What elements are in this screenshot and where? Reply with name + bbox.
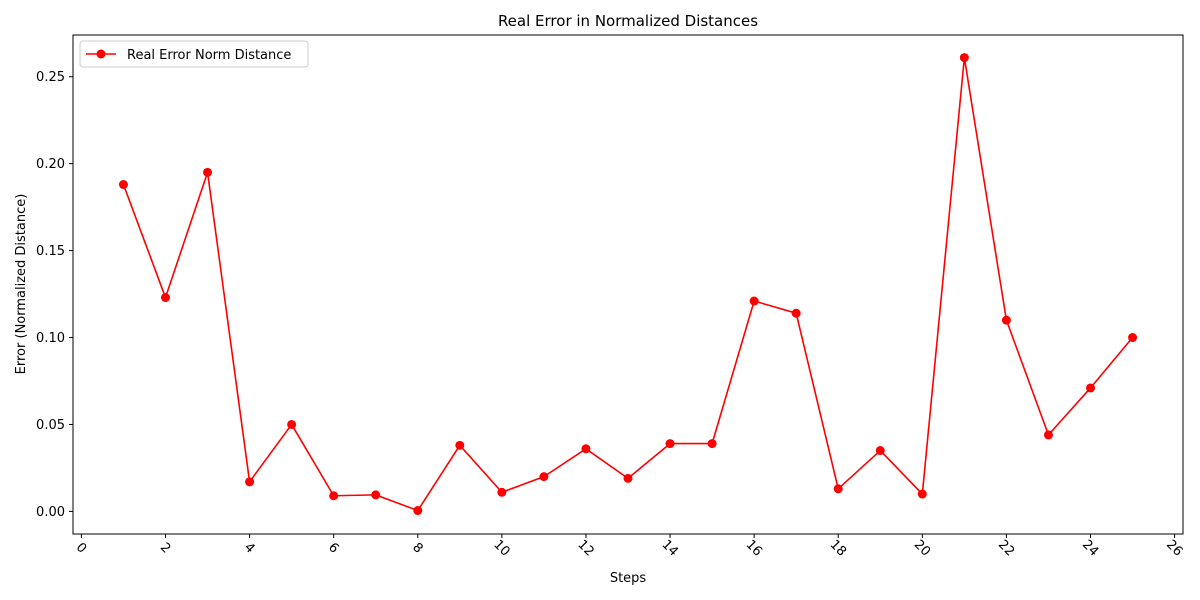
- x-tick-label: 2: [157, 540, 173, 556]
- data-point: [917, 489, 927, 499]
- data-point: [287, 419, 297, 429]
- data-point: [1128, 333, 1138, 343]
- y-tick-label: 0.00: [36, 505, 65, 520]
- x-tick-label: 0: [73, 540, 89, 556]
- data-point: [791, 308, 801, 318]
- y-axis-title: Error (Normalized Distance): [14, 194, 29, 375]
- data-point: [833, 484, 843, 494]
- x-tick-label: 24: [1079, 537, 1101, 559]
- chart-title: Real Error in Normalized Distances: [498, 12, 758, 30]
- x-axis: 0 2 4 6 8 10 12 14 16 18 20 22 24 26: [73, 534, 1185, 560]
- x-tick-label: 6: [325, 540, 341, 556]
- data-point: [707, 439, 717, 449]
- x-tick-label: 14: [659, 537, 681, 559]
- x-tick-label: 22: [995, 537, 1017, 559]
- data-point: [749, 296, 759, 306]
- data-point: [455, 440, 465, 450]
- x-tick-label: 8: [409, 540, 425, 556]
- data-point: [1086, 383, 1095, 393]
- x-tick-label: 18: [827, 537, 849, 559]
- x-tick-label: 10: [490, 537, 512, 559]
- x-tick-label: 16: [743, 537, 765, 559]
- data-point: [1043, 430, 1053, 440]
- data-point: [329, 491, 339, 501]
- legend: Real Error Norm Distance: [79, 40, 309, 68]
- data-point: [623, 473, 633, 483]
- y-tick-label: 0.10: [36, 331, 65, 346]
- y-tick-label: 0.15: [36, 244, 65, 259]
- data-point: [413, 506, 423, 516]
- y-tick-label: 0.25: [36, 70, 65, 85]
- data-point: [497, 487, 507, 497]
- data-point: [203, 167, 213, 177]
- data-point: [161, 293, 170, 303]
- y-tick-label: 0.05: [36, 418, 65, 433]
- data-point: [665, 439, 675, 449]
- data-point: [245, 477, 255, 487]
- y-axis: 0.00 0.05 0.10 0.15 0.20 0.25: [36, 70, 73, 520]
- y-tick-label: 0.20: [36, 157, 65, 172]
- series-layer: [118, 53, 1138, 516]
- data-point: [118, 180, 128, 190]
- x-axis-title: Steps: [610, 571, 647, 586]
- data-point: [581, 444, 591, 454]
- x-tick-label: 12: [574, 537, 596, 559]
- data-point: [959, 53, 969, 63]
- data-point: [875, 446, 885, 456]
- series-line: [122, 56, 1134, 512]
- legend-box: [79, 40, 309, 68]
- legend-label: Real Error Norm Distance: [127, 48, 291, 63]
- data-point: [539, 472, 549, 482]
- x-tick-label: 26: [1163, 537, 1185, 559]
- x-tick-label: 4: [241, 540, 257, 556]
- x-tick-label: 20: [911, 537, 933, 559]
- legend-marker-swatch: [96, 49, 106, 59]
- data-point: [371, 490, 381, 500]
- data-point: [1001, 315, 1011, 325]
- plot-frame: [72, 34, 1184, 535]
